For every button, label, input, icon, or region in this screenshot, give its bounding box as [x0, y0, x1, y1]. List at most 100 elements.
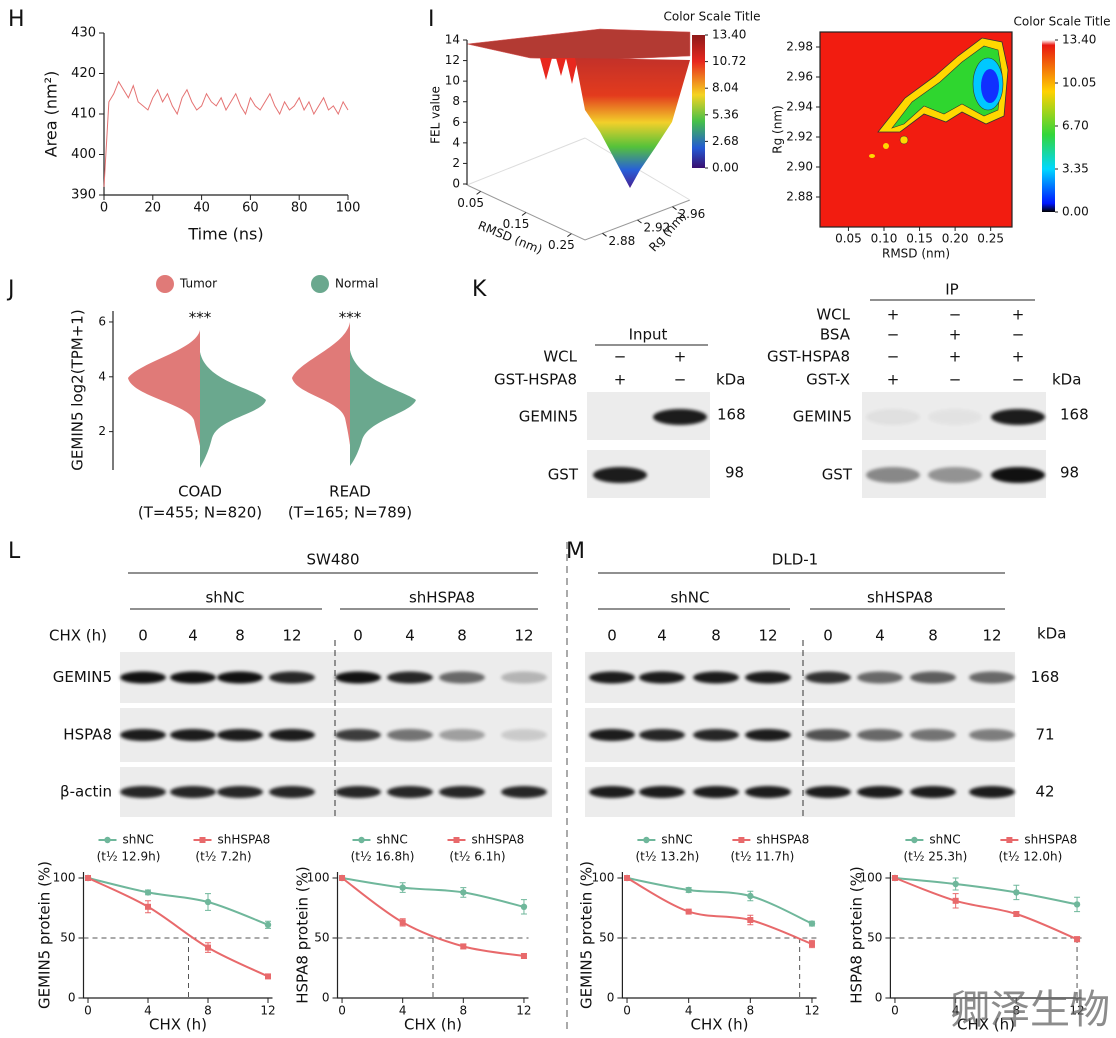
legend-label: shHSPA8 [218, 833, 271, 847]
blot-band [439, 786, 485, 798]
axis [82, 872, 273, 999]
y-tick-label: 50 [867, 931, 882, 945]
blot-band [639, 671, 685, 684]
x-tick-label: 4 [144, 1004, 152, 1018]
time-label: 0 [607, 627, 617, 645]
y-axis-label: HSPA8 protein (%) [848, 866, 866, 1004]
data-point [952, 880, 959, 888]
blot-band [387, 729, 433, 741]
data-point [1013, 889, 1020, 896]
panel-letter: I [428, 7, 435, 32]
x-axis-label: CHX (h) [957, 1016, 1015, 1034]
x-tick-label: 4 [685, 1004, 693, 1018]
x-tick-label: 0 [84, 1004, 92, 1018]
legend-note: (t½ 7.2h) [195, 850, 251, 864]
legend-marker [199, 837, 206, 843]
data-point [747, 917, 754, 923]
blot-band [501, 729, 547, 741]
colorbar-label: 13.40 [1062, 33, 1096, 47]
blot-band [928, 467, 982, 483]
kda-label: kDa [716, 371, 745, 389]
time-label: 4 [875, 627, 885, 645]
time-label: 8 [711, 627, 721, 645]
legend-note: (t½ 6.1h) [449, 850, 505, 864]
band-label: HSPA8 [63, 726, 112, 744]
y-tick-label: 50 [599, 931, 614, 945]
band-label: β-actin [60, 783, 112, 801]
data-point [460, 889, 467, 896]
legend-note: (t½ 25.3h) [903, 850, 967, 864]
data-point [952, 897, 959, 904]
legend-marker [156, 275, 174, 293]
cell-line: SW480 [307, 551, 360, 569]
z-tick-label: 8 [452, 94, 460, 108]
legend-marker [643, 836, 650, 844]
treatment-mark: − [887, 348, 900, 366]
group-label: shNC [670, 589, 709, 607]
data-point [145, 903, 151, 910]
band-label: GEMIN5 [53, 668, 112, 686]
blot-band [217, 671, 263, 684]
treatment-mark: − [1012, 326, 1025, 344]
y-tick-label: 2.92 [644, 221, 671, 235]
data-point [264, 921, 272, 928]
blot-band [805, 729, 851, 741]
y-tick-label: 100 [53, 871, 76, 885]
kda-label: kDa [1052, 371, 1081, 389]
blot-band [969, 671, 1015, 684]
x-tick-label: 0.15 [503, 217, 530, 231]
blot-band [335, 786, 381, 798]
legend-label: shNC [123, 833, 154, 847]
colorbar-label: 8.04 [712, 81, 739, 95]
x-tick-label: 0.05 [835, 232, 862, 246]
blot-band [593, 467, 647, 483]
x-tick-label: 0 [623, 1004, 631, 1018]
legend-marker [104, 836, 111, 844]
group-label: shHSPA8 [409, 589, 475, 607]
blot-band [120, 729, 166, 741]
panel-letter: M [566, 539, 585, 564]
row-label: WCL [543, 348, 577, 366]
blot-band [120, 786, 166, 798]
y-tick-label: 430 [71, 26, 96, 41]
y-tick-label: 2 [98, 424, 106, 438]
x-tick-label: 0.15 [906, 232, 933, 246]
x-tick [567, 233, 572, 238]
z-axis-label: FEL value [429, 86, 443, 144]
blot-band [217, 786, 263, 798]
x-tick-label: 12 [260, 1004, 275, 1018]
time-label: 0 [138, 627, 148, 645]
legend-label: shNC [929, 833, 960, 847]
blot-band [857, 786, 903, 798]
panel-letter: H [8, 7, 25, 32]
data-point [1013, 911, 1020, 917]
data-point [1074, 936, 1081, 943]
data-line [103, 80, 349, 187]
y-tick-label: 2.90 [786, 160, 813, 174]
z-tick-label: 10 [445, 74, 460, 88]
significance: *** [189, 309, 212, 327]
row-label: GST-HSPA8 [494, 371, 577, 389]
data-point [399, 919, 406, 926]
legend-marker [1006, 837, 1013, 843]
blot-band [866, 467, 920, 483]
legend-label: shHSPA8 [472, 833, 525, 847]
treatment-mark: − [949, 306, 962, 324]
band-label: GST [822, 466, 853, 484]
blot-band [170, 671, 216, 684]
blot-band [439, 729, 485, 741]
legend-label: shNC [377, 833, 408, 847]
y-tick-label: 100 [591, 871, 614, 885]
row-label: GST-HSPA8 [767, 348, 850, 366]
y-axis-label: GEMIN5 protein (%) [578, 861, 596, 1009]
blot-band [969, 786, 1015, 798]
blot-band [693, 786, 739, 798]
band-label: GEMIN5 [793, 408, 852, 426]
chx-label: CHX (h) [49, 627, 107, 645]
y-tick-label: 420 [71, 66, 96, 81]
time-label: 12 [758, 627, 777, 645]
colorbar [692, 35, 705, 168]
data-point [891, 875, 898, 881]
panel-letter: J [6, 277, 15, 302]
blot-band [387, 671, 433, 684]
